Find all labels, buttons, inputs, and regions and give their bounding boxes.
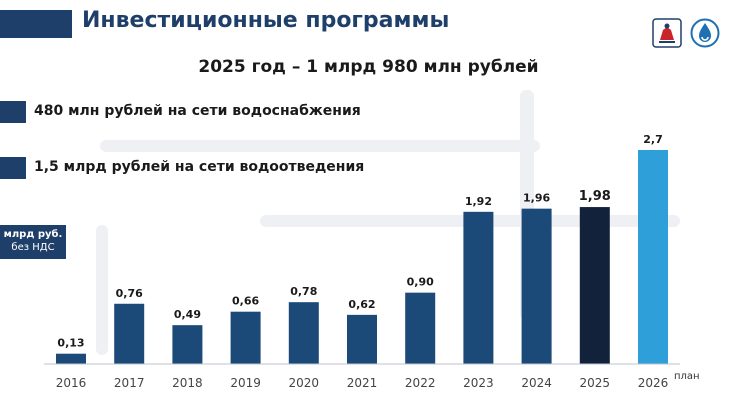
x-tick-label-2017: 2017 <box>114 376 145 390</box>
x-tick-label-2016: 2016 <box>56 376 87 390</box>
value-label-2019: 0,66 <box>232 295 259 308</box>
unit-label-line1: млрд руб. <box>3 229 63 240</box>
value-label-2026: 2,7 <box>643 133 663 146</box>
value-label-2020: 0,78 <box>290 285 317 298</box>
x-tick-label-2026: 2026 <box>638 376 669 390</box>
chart-subtitle: 2025 год – 1 млрд 980 млн рублей <box>198 57 539 77</box>
bar-2019 <box>230 311 261 364</box>
bar-2025 <box>579 207 610 364</box>
bar-2016 <box>56 353 86 364</box>
water-utility-logo-icon <box>690 18 720 48</box>
value-label-2022: 0,90 <box>407 276 434 289</box>
background-pipe <box>100 140 540 152</box>
header-accent-bar <box>0 10 72 38</box>
value-label-2016: 0,13 <box>57 337 84 350</box>
value-label-2021: 0,62 <box>348 298 375 311</box>
bar-2023 <box>463 211 494 364</box>
value-label-2017: 0,76 <box>116 287 143 300</box>
x-tick-label-2020: 2020 <box>289 376 320 390</box>
x-tick-label-2021: 2021 <box>347 376 378 390</box>
city-emblem-icon <box>652 18 682 48</box>
x-tick-label-2022: 2022 <box>405 376 436 390</box>
x-tick-label-2023: 2023 <box>463 376 494 390</box>
bullet-water-supply: 480 млн рублей на сети водоснабжения <box>34 103 361 119</box>
x-tick-label-2025: 2025 <box>580 376 611 390</box>
value-label-2023: 1,92 <box>465 195 492 208</box>
value-label-2025: 1,98 <box>579 189 611 204</box>
bar-2026 <box>638 150 668 364</box>
value-label-2024: 1,96 <box>523 192 550 205</box>
page-title: Инвестиционные программы <box>82 8 450 33</box>
bullet-wastewater: 1,5 млрд рублей на сети водоотведения <box>34 159 365 175</box>
value-label-2018: 0,49 <box>174 308 201 321</box>
bar-2020 <box>288 302 319 364</box>
bullet-marker <box>0 101 26 123</box>
x-tick-label-2019: 2019 <box>230 376 261 390</box>
x-tick-label-2018: 2018 <box>172 376 203 390</box>
bar-2024 <box>521 208 552 364</box>
unit-label-box: млрд руб. без НДС <box>0 225 66 259</box>
background-pipe <box>96 225 108 355</box>
unit-label-line2: без НДС <box>11 242 55 253</box>
bar-2022 <box>405 292 436 364</box>
bar-2021 <box>347 314 377 364</box>
bar-2018 <box>172 325 203 364</box>
x-tick-label-2024: 2024 <box>521 376 552 390</box>
bullet-marker <box>0 157 26 179</box>
plan-note: план <box>674 371 700 382</box>
bar-2017 <box>114 303 145 364</box>
